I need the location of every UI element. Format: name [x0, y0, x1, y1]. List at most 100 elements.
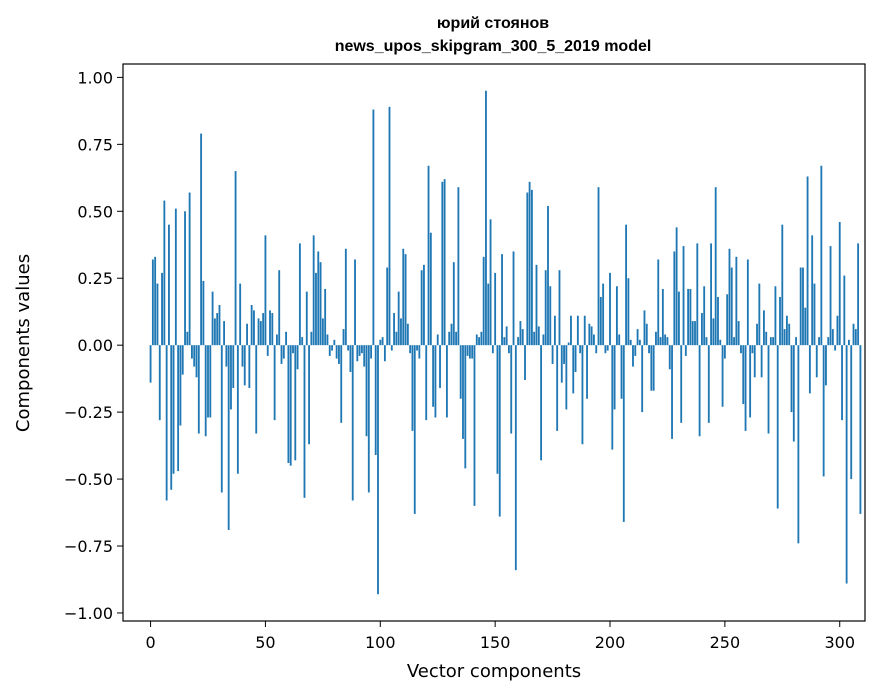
bar	[383, 345, 386, 362]
bar	[395, 331, 398, 346]
bar	[799, 267, 802, 346]
bar	[243, 345, 246, 386]
bar	[429, 232, 432, 346]
bar	[510, 345, 513, 434]
bar	[262, 313, 265, 346]
bar	[772, 337, 775, 346]
bar	[360, 345, 363, 354]
bar	[664, 334, 667, 346]
bar	[611, 345, 614, 450]
bar	[813, 283, 816, 346]
bar	[785, 315, 788, 346]
bar	[544, 270, 547, 346]
bar	[615, 286, 618, 346]
bar	[310, 331, 313, 346]
bar	[184, 211, 186, 346]
bar	[211, 291, 214, 346]
bar	[312, 235, 315, 346]
y-axis-ticks: 1.00 0.75 0.50 0.25 0.00 −0.25 −0.50 −0.75 −1.00	[64, 68, 123, 623]
bar	[388, 106, 391, 346]
bar	[638, 339, 641, 346]
bar	[694, 321, 696, 346]
bar	[443, 179, 446, 346]
bar	[501, 254, 503, 346]
bar	[248, 345, 251, 389]
bar	[553, 315, 556, 346]
bar	[655, 331, 657, 346]
bar	[149, 345, 152, 383]
y-tick-label: 1.00	[77, 68, 113, 87]
bar	[282, 345, 285, 359]
bar	[563, 345, 565, 364]
bar	[537, 326, 540, 346]
bar	[859, 345, 862, 514]
bar	[521, 329, 524, 346]
bar	[841, 345, 843, 421]
bar	[530, 189, 533, 346]
bar	[721, 345, 724, 407]
bar	[464, 345, 467, 469]
bar	[236, 345, 239, 474]
bar	[485, 90, 487, 346]
bar	[652, 345, 655, 391]
x-tick-label: 50	[255, 633, 275, 652]
bar	[671, 345, 673, 439]
bar	[726, 294, 729, 346]
bar	[705, 337, 708, 346]
bar	[820, 165, 823, 346]
bar	[760, 345, 763, 378]
bar	[733, 337, 735, 346]
bar	[570, 315, 572, 346]
bar	[535, 264, 538, 346]
bar	[161, 272, 163, 346]
bar	[418, 345, 421, 359]
bar	[717, 296, 719, 346]
bar	[151, 259, 154, 346]
bar	[788, 323, 791, 346]
x-axis-label: Vector components	[407, 661, 581, 682]
bar	[204, 345, 207, 437]
chart-subtitle: news_upos_skipgram_300_5_2019 model	[335, 38, 652, 55]
bar	[459, 345, 462, 399]
bar	[641, 345, 644, 413]
bar	[815, 345, 818, 378]
bar	[425, 345, 428, 421]
bar	[574, 345, 577, 372]
bar-series	[149, 90, 862, 595]
bar	[804, 307, 807, 346]
bar	[478, 337, 480, 346]
bar	[774, 286, 777, 346]
bar	[634, 345, 637, 356]
bar	[289, 345, 292, 466]
bar	[700, 313, 703, 346]
plot-frame	[122, 63, 866, 622]
bar	[790, 345, 793, 413]
bar	[271, 313, 274, 346]
bar	[831, 329, 834, 346]
bar	[822, 345, 825, 477]
bar	[326, 334, 329, 346]
bar	[379, 339, 382, 346]
bar	[723, 345, 726, 359]
bar	[572, 345, 575, 394]
bar	[349, 345, 352, 372]
bar	[213, 318, 216, 346]
bar	[179, 345, 182, 426]
bar	[177, 345, 180, 472]
bar	[620, 345, 623, 399]
bar	[565, 345, 568, 410]
bar	[266, 345, 269, 356]
bar	[475, 334, 478, 346]
bar	[393, 313, 395, 346]
bar	[558, 270, 561, 346]
x-tick-label: 250	[710, 633, 741, 652]
bar	[850, 345, 853, 480]
bar	[666, 337, 669, 346]
bar	[356, 345, 359, 362]
bar	[227, 345, 230, 530]
bar	[365, 345, 368, 437]
bar	[269, 310, 271, 346]
bar	[445, 345, 448, 418]
bar	[409, 345, 412, 354]
bar	[340, 345, 343, 423]
